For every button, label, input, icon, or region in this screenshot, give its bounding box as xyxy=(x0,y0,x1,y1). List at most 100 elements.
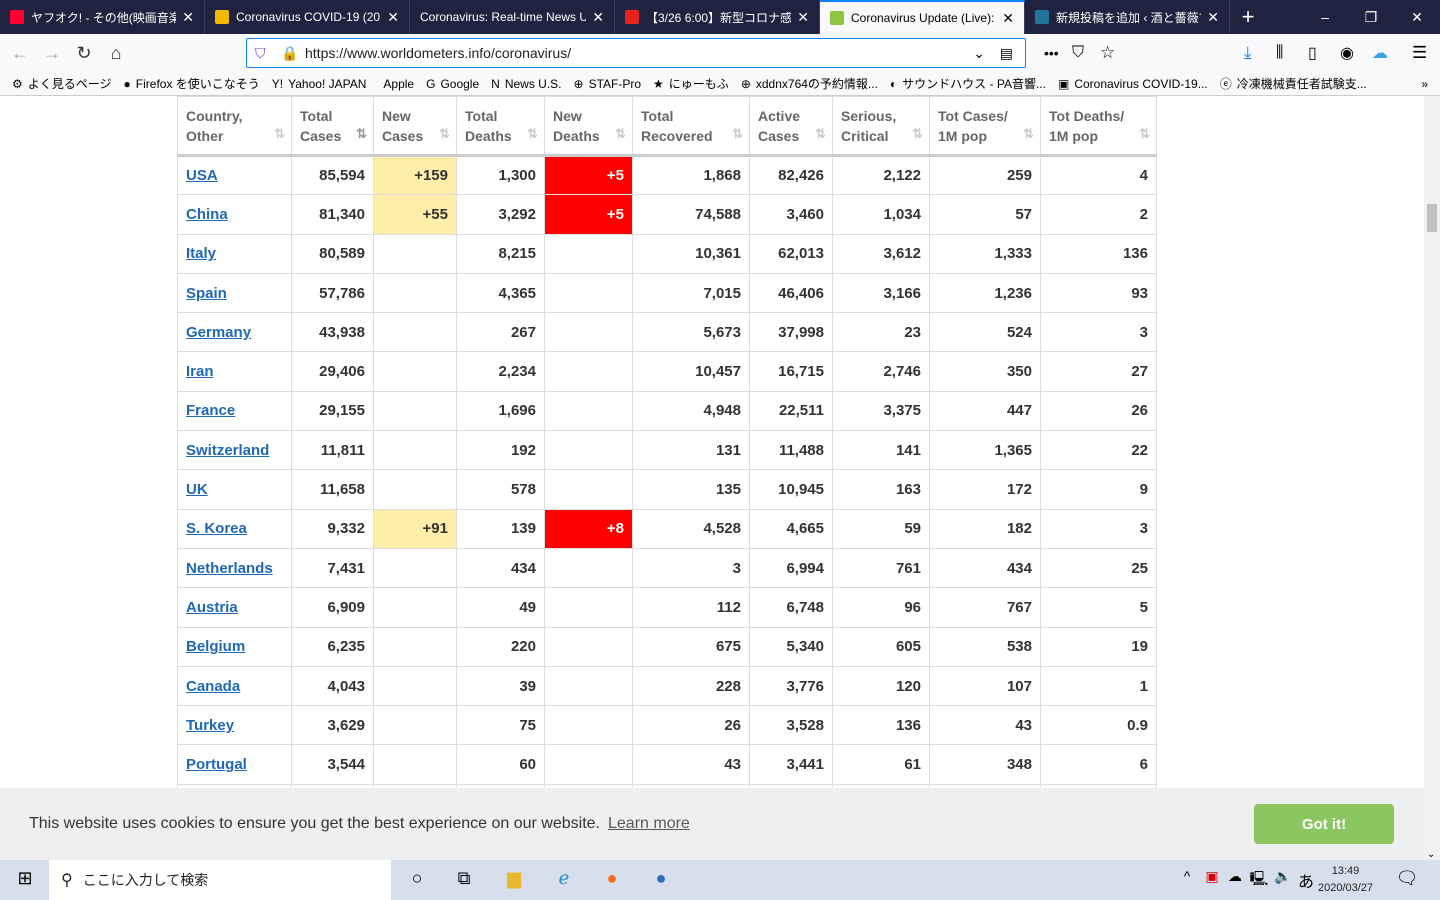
sort-icon[interactable]: ⇅ xyxy=(439,126,450,141)
close-tab-icon[interactable]: ✕ xyxy=(1002,9,1014,26)
download-icon[interactable]: ⤓ xyxy=(1244,43,1252,62)
bookmark-item[interactable]: ★ にゅーもふ xyxy=(653,75,729,92)
scrollbar-thumb[interactable] xyxy=(1427,204,1437,232)
file-explorer-icon[interactable]: ▆ xyxy=(507,868,521,888)
taskbar-search[interactable]: ⚲ ここに入力して検索 xyxy=(49,860,391,900)
network-icon[interactable]: 🖳 xyxy=(1249,870,1269,886)
sort-icon[interactable]: ⇅ xyxy=(274,126,285,141)
back-button[interactable]: ← xyxy=(11,42,29,63)
country-link[interactable]: Canada xyxy=(186,677,241,695)
sort-icon[interactable]: ⇅ xyxy=(912,126,923,141)
sort-icon[interactable]: ⇅ xyxy=(615,126,626,141)
firefox-icon[interactable]: ● xyxy=(606,868,618,888)
column-header[interactable]: Country, Other ⇅ xyxy=(177,96,292,157)
column-header[interactable]: New Deaths ⇅ xyxy=(544,96,633,157)
reader-view-icon[interactable]: ▤ xyxy=(999,44,1013,61)
more-icon[interactable]: ••• xyxy=(1044,45,1059,61)
column-header[interactable]: Total Recovered ⇅ xyxy=(632,96,750,157)
bookmark-item[interactable]: G Google xyxy=(426,77,479,91)
volume-icon[interactable]: 🔈 xyxy=(1274,868,1292,884)
bookmark-item[interactable]: ⚙ よく見るページ xyxy=(12,75,112,92)
got-it-button[interactable]: Got it! xyxy=(1254,804,1394,844)
country-link[interactable]: Portugal xyxy=(186,756,247,774)
close-tab-icon[interactable]: ✕ xyxy=(797,8,809,25)
column-header[interactable]: Active Cases ⇅ xyxy=(749,96,833,157)
reload-button[interactable]: ↻ xyxy=(76,42,92,63)
scroll-down-icon[interactable]: ⌄ xyxy=(1427,849,1436,860)
bookmarks-overflow-icon[interactable]: » xyxy=(1421,76,1428,91)
tray-chevron-icon[interactable]: ^ xyxy=(1183,868,1191,884)
task-view-icon[interactable]: ⧉ xyxy=(457,868,471,888)
bookmark-item[interactable]: ⊕ STAF-Pro xyxy=(574,77,642,91)
country-link[interactable]: China xyxy=(186,205,228,223)
country-link[interactable]: USA xyxy=(186,167,218,185)
ime-indicator[interactable]: あ xyxy=(1297,874,1314,891)
onedrive-icon[interactable]: ☁ xyxy=(1228,868,1242,884)
forward-button[interactable]: → xyxy=(43,42,61,63)
country-link[interactable]: Netherlands xyxy=(186,559,273,577)
cloud-extension-icon[interactable]: ☁ xyxy=(1372,45,1388,62)
column-header[interactable]: Serious, Critical ⇅ xyxy=(832,96,930,157)
notifications-icon[interactable]: 🗨 xyxy=(1395,868,1419,888)
minimize-icon[interactable]: – xyxy=(1321,9,1329,25)
sort-icon[interactable]: ⇅ xyxy=(815,126,826,141)
close-window-icon[interactable]: ✕ xyxy=(1411,9,1423,25)
learn-more-link[interactable]: Learn more xyxy=(608,815,690,832)
sort-icon[interactable]: ⇅ xyxy=(732,126,743,141)
tray-app-icon[interactable]: ▣ xyxy=(1205,868,1219,884)
country-link[interactable]: S. Korea xyxy=(186,520,247,538)
tab-1[interactable]: Coronavirus COVID-19 (201 ✕ xyxy=(205,0,410,34)
country-link[interactable]: Switzerland xyxy=(186,441,270,459)
chevron-down-icon[interactable]: ⌄ xyxy=(973,44,985,61)
column-header[interactable]: Total Cases ⇅ xyxy=(291,96,374,157)
bookmark-item[interactable]: ⊕ xddnx764の予約情報... xyxy=(741,75,878,92)
sort-icon[interactable]: ⇅ xyxy=(1139,126,1150,141)
bookmark-item[interactable]: Y! Yahoo! JAPAN xyxy=(272,77,367,91)
column-header[interactable]: Total Deaths ⇅ xyxy=(456,96,545,157)
tab-4[interactable]: Coronavirus Update (Live): ✕ xyxy=(820,0,1025,34)
country-link[interactable]: Belgium xyxy=(186,638,246,656)
restore-icon[interactable]: ❐ xyxy=(1364,9,1378,25)
column-header[interactable]: Tot Cases/1M pop ⇅ xyxy=(929,96,1041,157)
tab-0[interactable]: ヤフオク! - その他(映画音楽 レ ✕ xyxy=(0,0,205,34)
country-link[interactable]: Italy xyxy=(186,245,217,263)
country-link[interactable]: Austria xyxy=(186,598,238,616)
lock-icon[interactable]: 🔒 xyxy=(281,44,299,61)
bookmark-item[interactable]: Apple xyxy=(378,77,414,91)
new-tab-button[interactable]: + xyxy=(1241,4,1255,29)
column-header[interactable]: New Cases ⇅ xyxy=(373,96,457,157)
country-link[interactable]: Turkey xyxy=(186,716,235,734)
cortana-icon[interactable]: ○ xyxy=(411,868,423,888)
sort-icon[interactable]: ⇅ xyxy=(1023,126,1034,141)
column-header[interactable]: Tot Deaths/1M pop ⇅ xyxy=(1040,96,1157,157)
url-bar[interactable]: ⛉ 🔒 https://www.worldometers.info/corona… xyxy=(246,38,1026,68)
sidebar-icon[interactable]: ▯ xyxy=(1308,45,1317,62)
home-button[interactable]: ⌂ xyxy=(110,42,122,63)
sort-icon[interactable]: ⇅ xyxy=(527,126,538,141)
bookmark-item[interactable]: ▣ Coronavirus COVID-19... xyxy=(1058,77,1208,91)
country-link[interactable]: Iran xyxy=(186,363,214,381)
sort-icon[interactable]: ⇅ xyxy=(356,126,367,141)
tab-5[interactable]: 新規投稿を追加 ‹ 酒と薔薇で ✕ xyxy=(1025,0,1230,34)
country-link[interactable]: Spain xyxy=(186,284,227,302)
library-icon[interactable]: ⫼ xyxy=(1276,44,1284,61)
bookmark-item[interactable]: ⓔ 冷凍機械責任者試験支... xyxy=(1220,75,1367,92)
close-tab-icon[interactable]: ✕ xyxy=(182,8,194,25)
country-link[interactable]: UK xyxy=(186,481,208,499)
bookmark-item[interactable]: N News U.S. xyxy=(491,77,561,91)
account-icon[interactable]: ◉ xyxy=(1340,45,1354,62)
country-link[interactable]: Germany xyxy=(186,323,252,341)
thunderbird-icon[interactable]: ● xyxy=(655,868,667,888)
windows-start-icon[interactable]: ⊞ xyxy=(17,868,33,888)
close-tab-icon[interactable]: ✕ xyxy=(592,8,604,25)
bookmark-star-icon[interactable]: ☆ xyxy=(1100,43,1116,62)
country-link[interactable]: France xyxy=(186,402,236,420)
internet-explorer-icon[interactable]: ℯ xyxy=(558,868,570,888)
pocket-icon[interactable]: ⛉ xyxy=(1072,44,1085,61)
shield-icon[interactable]: ⛉ xyxy=(255,44,266,61)
close-tab-icon[interactable]: ✕ xyxy=(387,8,399,25)
url-text[interactable]: https://www.worldometers.info/coronaviru… xyxy=(305,45,572,61)
scrollbar[interactable]: ⌄ xyxy=(1424,96,1440,860)
clock[interactable]: 13:49 2020/03/27 xyxy=(1318,863,1373,897)
tab-2[interactable]: Coronavirus: Real-time News U ✕ xyxy=(410,0,615,34)
